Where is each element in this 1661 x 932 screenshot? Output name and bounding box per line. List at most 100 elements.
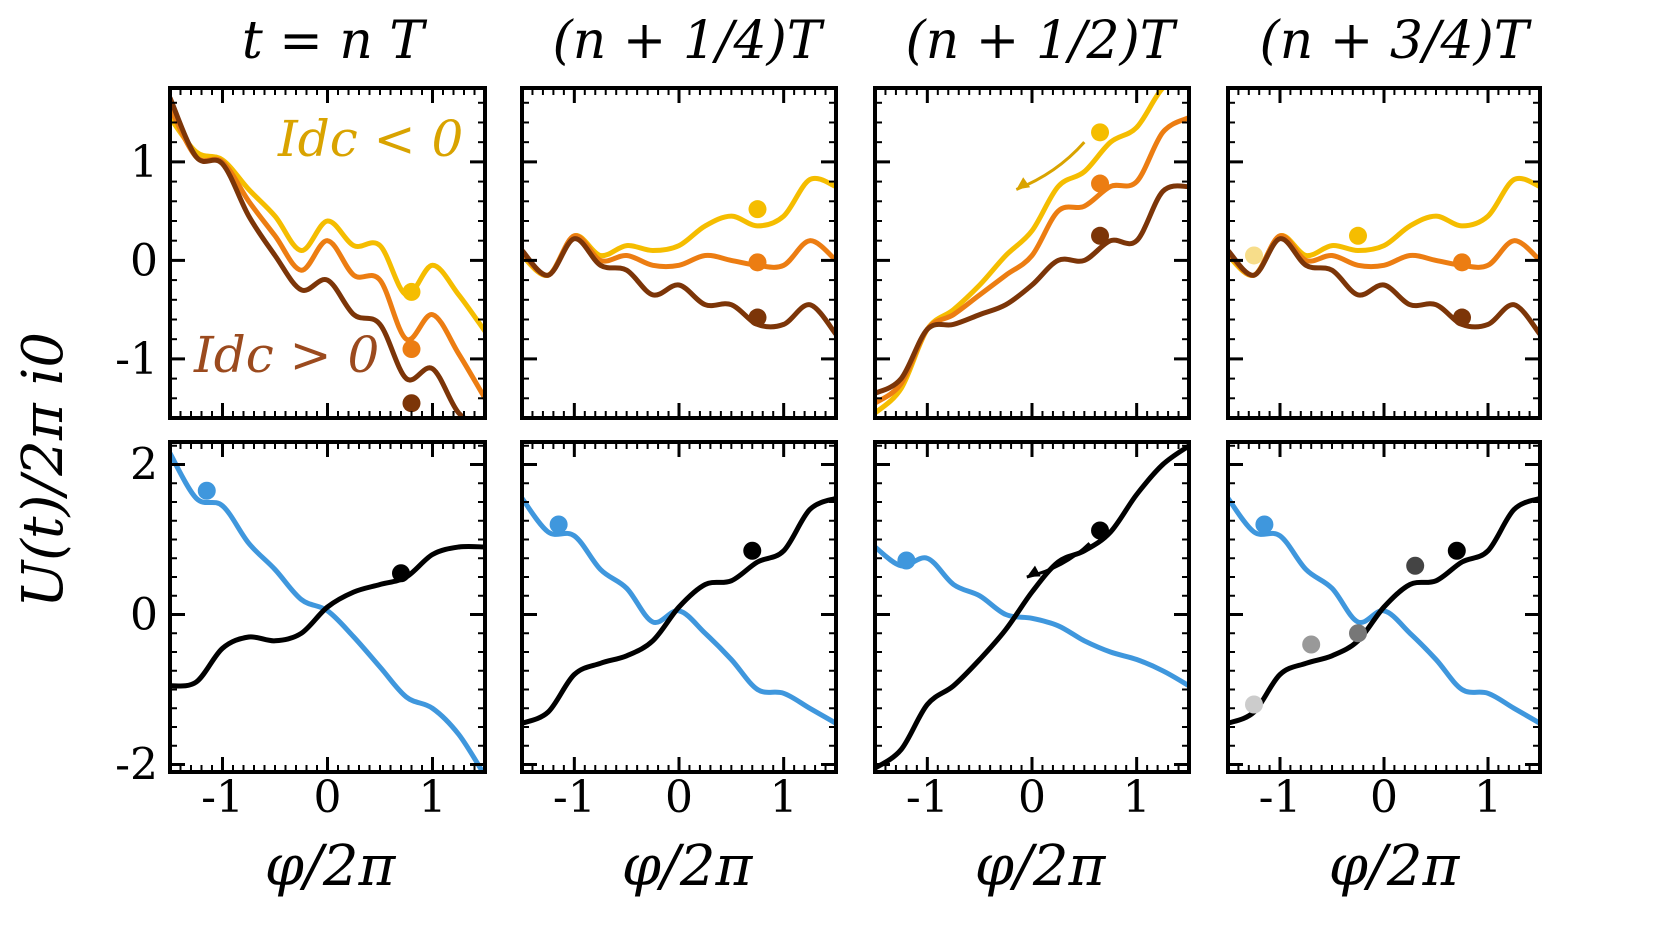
particle-marker bbox=[1245, 246, 1263, 265]
x-tick-label: -1 bbox=[201, 772, 244, 823]
particle-marker bbox=[402, 282, 421, 301]
x-tick-label: 0 bbox=[1370, 772, 1398, 823]
y-tick-label: 0 bbox=[130, 235, 158, 286]
panel-top-2 bbox=[520, 86, 838, 420]
series-line-1 bbox=[170, 450, 485, 772]
series-group bbox=[170, 95, 485, 418]
panel-bottom-2: -1 0 1 bbox=[520, 440, 838, 823]
particle-marker bbox=[1406, 556, 1425, 575]
x-tick-label: 1 bbox=[419, 772, 447, 823]
particle-marker bbox=[1453, 253, 1471, 272]
x-tick-label: -1 bbox=[1259, 772, 1302, 823]
series-line-2 bbox=[875, 115, 1189, 406]
y-tick-label: 1 bbox=[130, 137, 158, 188]
series-line-1 bbox=[875, 544, 1189, 689]
ticks bbox=[521, 442, 837, 772]
particle-marker bbox=[1302, 635, 1321, 654]
motion-arrow-head bbox=[1016, 177, 1031, 190]
x-tick-label: 1 bbox=[1123, 772, 1151, 823]
series-line-3 bbox=[875, 183, 1189, 396]
column-title-1: t = n T bbox=[242, 11, 428, 71]
panel-top-1: 1 0 -1 bbox=[115, 86, 487, 420]
panel-frame bbox=[1226, 86, 1542, 420]
particle-marker bbox=[197, 481, 216, 500]
particle-marker bbox=[1091, 123, 1110, 142]
x-tick-label: -1 bbox=[906, 772, 949, 823]
x-axis-label-4: φ/2π bbox=[1329, 834, 1461, 899]
ticks bbox=[169, 88, 486, 419]
panel-bottom-3: -1 0 1 bbox=[873, 440, 1191, 823]
panels: 1 0 -1 -1 0 1 2 0 -2 -1 0 1 -1 0 1 -1 0 1 bbox=[115, 86, 1542, 823]
series-group bbox=[875, 443, 1189, 771]
x-tick-label: 0 bbox=[314, 772, 342, 823]
y-axis-label: U(t)/2π i0 bbox=[11, 332, 76, 608]
particle-marker bbox=[1091, 174, 1110, 193]
series-line-2 bbox=[1228, 495, 1540, 726]
particle-marker bbox=[1091, 521, 1110, 540]
column-title-4: (n + 3/4)T bbox=[1259, 11, 1531, 71]
series-line-1 bbox=[875, 88, 1167, 416]
x-tick-label: 1 bbox=[770, 772, 798, 823]
particle-marker bbox=[402, 340, 421, 359]
series-group bbox=[1228, 495, 1540, 726]
y-tick-label: 0 bbox=[130, 590, 158, 641]
series-line-2 bbox=[522, 495, 836, 726]
ticks bbox=[169, 442, 486, 772]
series-line-2 bbox=[522, 233, 836, 278]
particle-marker bbox=[402, 394, 421, 413]
particle-marker bbox=[392, 564, 410, 583]
particle-marker bbox=[743, 541, 762, 560]
series-line-3 bbox=[1228, 236, 1540, 337]
panel-bottom-1: -1 0 1 2 0 -2 bbox=[115, 440, 487, 823]
column-title-3: (n + 1/2)T bbox=[905, 11, 1177, 71]
series-group bbox=[522, 495, 836, 726]
series-group bbox=[875, 88, 1189, 416]
series-group bbox=[1228, 175, 1540, 337]
x-tick-label: 0 bbox=[1018, 772, 1046, 823]
motion-arrow-head bbox=[1026, 565, 1041, 577]
x-axis-label-3: φ/2π bbox=[975, 834, 1107, 899]
y-tick-label: 2 bbox=[130, 440, 158, 491]
particle-marker bbox=[1453, 308, 1471, 327]
particle-marker bbox=[1245, 695, 1263, 714]
x-axis-label-2: φ/2π bbox=[622, 834, 754, 899]
legend-idc-positive: Idc > 0 bbox=[193, 326, 379, 384]
panel-frame bbox=[520, 86, 838, 420]
panel-top-3 bbox=[873, 86, 1191, 420]
particle-marker bbox=[897, 551, 916, 570]
ticks bbox=[521, 88, 837, 419]
particle-marker bbox=[748, 308, 767, 327]
particle-marker bbox=[1255, 515, 1274, 534]
series-line-3 bbox=[522, 236, 836, 337]
column-title-2: (n + 1/4)T bbox=[552, 11, 824, 71]
particle-marker bbox=[748, 253, 767, 272]
series-group bbox=[170, 450, 485, 772]
y-tick-label: -1 bbox=[115, 334, 158, 385]
particle-marker bbox=[1349, 226, 1367, 245]
series-line-3 bbox=[170, 95, 469, 418]
series-line-2 bbox=[170, 543, 485, 689]
x-tick-label: 1 bbox=[1474, 772, 1502, 823]
series-group bbox=[522, 175, 836, 337]
ticks bbox=[1227, 88, 1541, 419]
particle-marker bbox=[748, 200, 767, 219]
particle-marker bbox=[549, 515, 568, 534]
particle-marker bbox=[1447, 541, 1466, 560]
x-tick-label: -1 bbox=[553, 772, 596, 823]
ticks bbox=[874, 88, 1190, 419]
panel-bottom-4: -1 0 1 bbox=[1226, 440, 1542, 823]
ticks bbox=[874, 442, 1190, 772]
particle-marker bbox=[1349, 624, 1367, 643]
legend-idc-negative: Idc < 0 bbox=[277, 110, 463, 168]
x-axis-labels: φ/2π φ/2π φ/2π φ/2π bbox=[265, 834, 1461, 899]
x-tick-label: 0 bbox=[665, 772, 693, 823]
particle-marker bbox=[1091, 226, 1110, 245]
top-legend: Idc < 0 Idc > 0 bbox=[193, 110, 463, 384]
series-line-2 bbox=[875, 443, 1189, 771]
column-titles: t = n T (n + 1/4)T (n + 1/2)T (n + 3/4)T bbox=[242, 11, 1532, 71]
y-tick-label: -2 bbox=[115, 740, 158, 791]
series-line-2 bbox=[1228, 233, 1540, 278]
x-axis-label-1: φ/2π bbox=[265, 834, 397, 899]
ticks bbox=[1227, 442, 1541, 772]
